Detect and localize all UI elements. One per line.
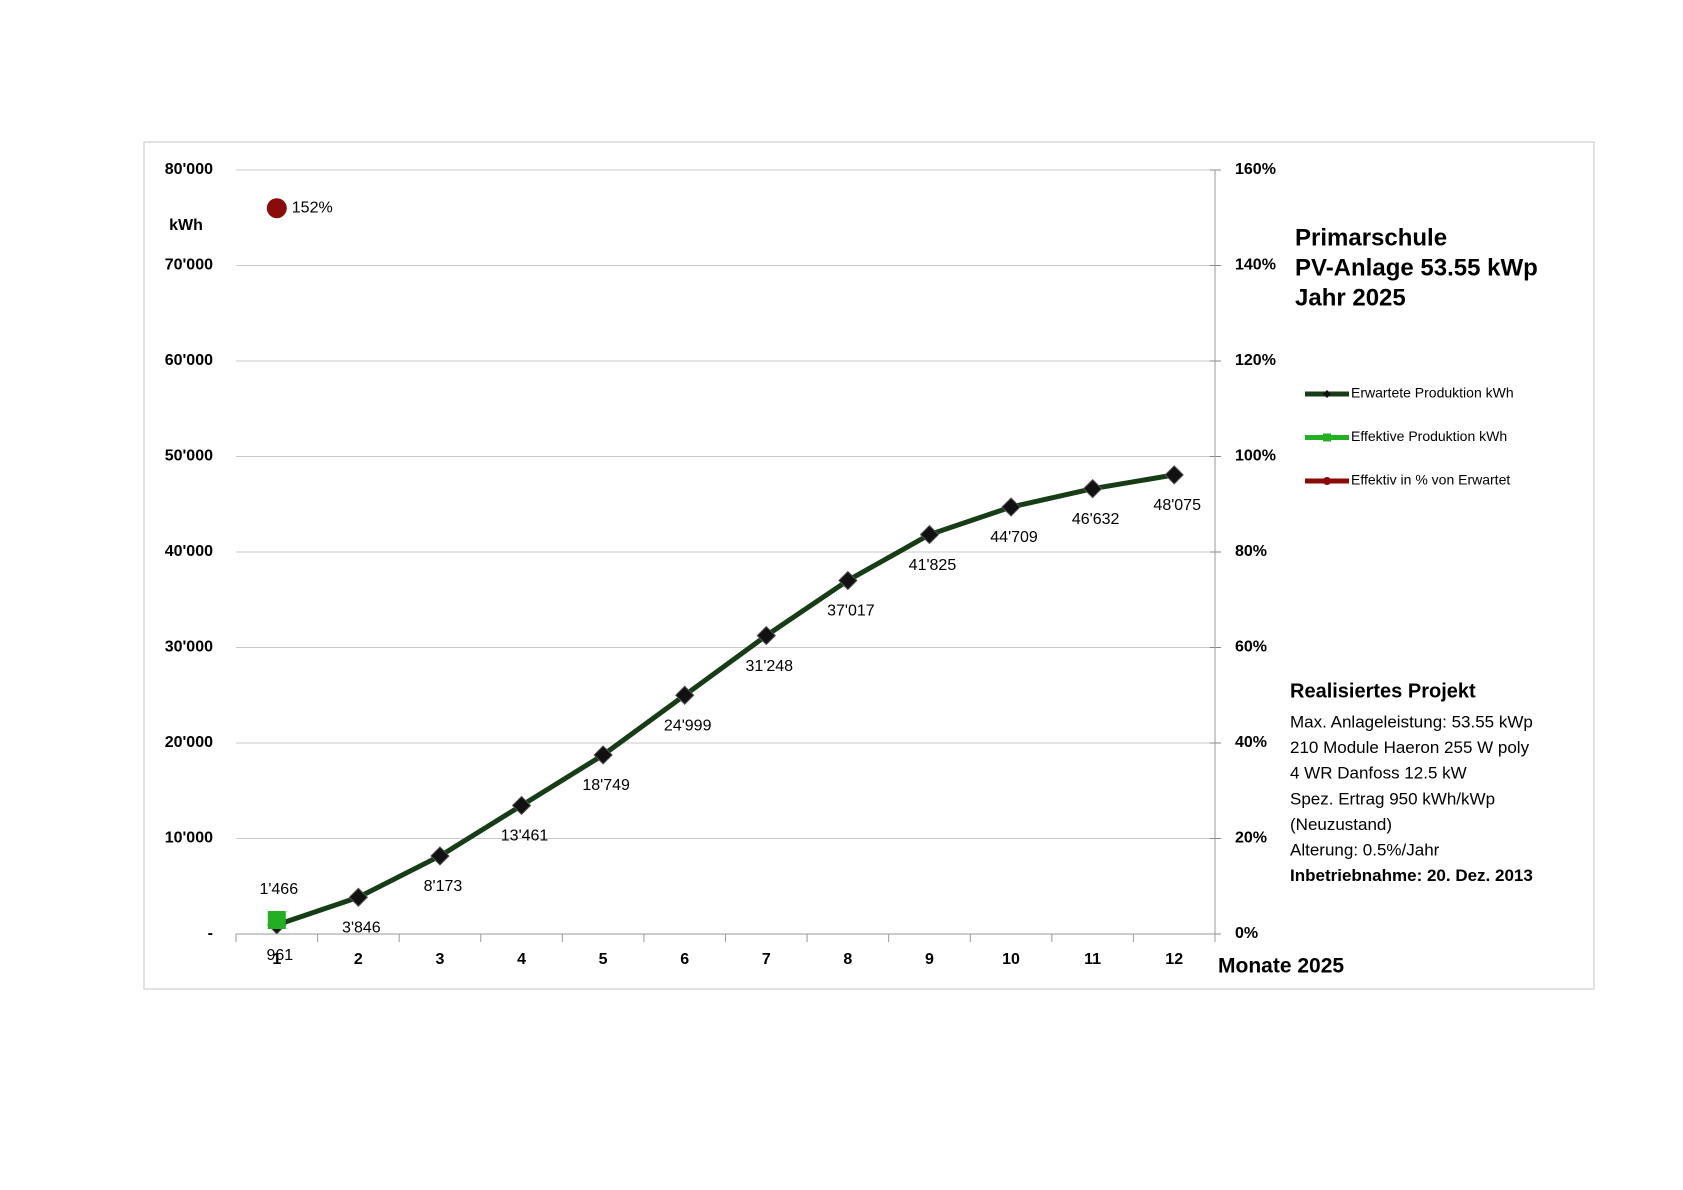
x-tick-label: 12: [1165, 951, 1183, 968]
x-tick-label: 8: [843, 951, 852, 968]
y-tick-label: 40'000: [165, 543, 213, 560]
legend-label: Effektiv in % von Erwartet: [1351, 472, 1510, 488]
point-marker: [675, 685, 695, 705]
data-label: 37'017: [827, 603, 875, 620]
x-tick-label: 3: [436, 951, 445, 968]
data-label: 1'466: [259, 881, 298, 898]
y2-tick-label: 120%: [1235, 352, 1276, 369]
point-marker: [1082, 478, 1103, 499]
note-line: Max. Anlageleistung: 53.55 kWp: [1290, 712, 1533, 731]
point-marker: [266, 198, 287, 219]
data-label: 24'999: [664, 717, 712, 734]
point-marker: [267, 910, 286, 929]
y-tick-label: 30'000: [165, 639, 213, 656]
x-tick-label: 4: [517, 951, 526, 968]
note-line: Inbetriebnahme: 20. Dez. 2013: [1290, 866, 1533, 885]
legend-label: Erwartete Produktion kWh: [1351, 385, 1514, 401]
data-label: 44'709: [990, 529, 1038, 546]
legend-marker: [1323, 477, 1331, 485]
data-label: 41'825: [909, 557, 957, 574]
y2-tick-label: 80%: [1235, 543, 1267, 560]
data-label: 18'749: [582, 777, 630, 794]
point-marker: [1001, 497, 1021, 517]
x-axis-label: Monate 2025: [1218, 955, 1344, 978]
chart-title: Primarschule: [1295, 224, 1447, 251]
chart-frame: [143, 141, 1595, 990]
y-tick-label: 80'000: [165, 161, 213, 178]
data-label: 48'075: [1153, 497, 1201, 514]
chart-title: Jahr 2025: [1295, 284, 1406, 311]
data-label: 961: [266, 947, 293, 964]
data-label: 31'248: [746, 658, 794, 675]
point-marker: [348, 887, 369, 907]
point-marker: [1164, 465, 1184, 485]
series-line: [275, 472, 1175, 928]
x-tick-label: 2: [354, 951, 363, 968]
data-label: 3'846: [342, 919, 381, 936]
y2-tick-label: 100%: [1235, 448, 1276, 465]
y2-tick-label: 60%: [1235, 639, 1267, 656]
note-line: Spez. Ertrag 950 kWh/kWp: [1290, 789, 1495, 808]
y2-tick-label: 0%: [1235, 925, 1258, 942]
y-tick-label: 20'000: [165, 734, 213, 751]
point-marker: [756, 625, 776, 646]
chart-title: PV-Anlage 53.55 kWp: [1295, 254, 1538, 281]
x-tick-label: 11: [1084, 951, 1101, 968]
y2-tick-label: 160%: [1235, 161, 1276, 178]
data-label: 152%: [292, 199, 333, 216]
point-marker: [838, 570, 858, 591]
data-label: 13'461: [501, 828, 549, 845]
y-tick-label: 50'000: [165, 448, 213, 465]
y2-tick-label: 20%: [1235, 830, 1267, 847]
point-marker: [919, 524, 940, 545]
point-marker: [593, 745, 613, 765]
data-label: 46'632: [1072, 511, 1120, 528]
legend-label: Effektive Produktion kWh: [1351, 428, 1507, 444]
notes-title: Realisiertes Projekt: [1290, 680, 1476, 702]
point-marker: [511, 795, 532, 816]
y-axis-label: kWh: [169, 217, 203, 234]
y-tick-label: 70'000: [165, 257, 213, 274]
x-tick-label: 5: [599, 951, 608, 968]
x-tick-label: 1: [272, 951, 281, 968]
x-tick-label: 10: [1002, 951, 1020, 968]
note-line: Alterung: 0.5%/Jahr: [1290, 840, 1440, 859]
point-marker: [430, 846, 450, 866]
x-tick-label: 7: [762, 951, 771, 968]
legend-marker: [1323, 433, 1331, 442]
x-tick-label: 9: [925, 951, 934, 968]
y-tick-label: -: [208, 925, 213, 942]
y-tick-label: 10'000: [165, 830, 213, 847]
y2-tick-label: 40%: [1235, 734, 1267, 751]
y-tick-label: 60'000: [165, 352, 213, 369]
legend-marker: [1323, 390, 1331, 398]
y2-tick-label: 140%: [1235, 257, 1276, 274]
note-line: (Neuzustand): [1290, 815, 1392, 834]
x-tick-label: 6: [680, 951, 689, 968]
data-label: 8'173: [424, 878, 463, 895]
note-line: 210 Module Haeron 255 W poly: [1290, 738, 1530, 757]
note-line: 4 WR Danfoss 12.5 kW: [1290, 764, 1467, 783]
